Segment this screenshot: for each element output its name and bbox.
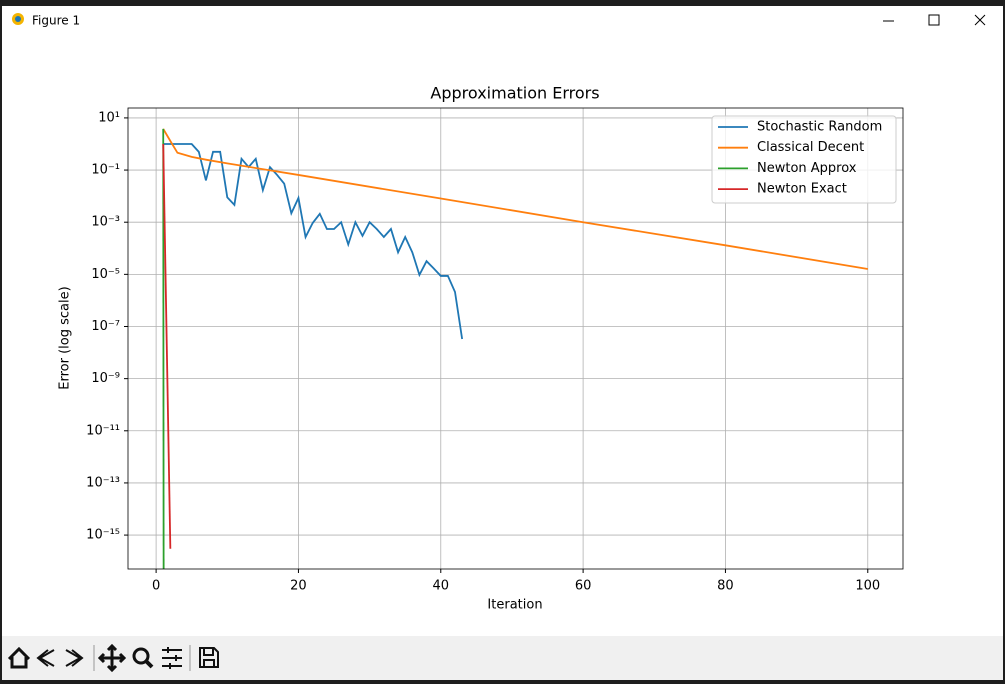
y-tick-label: 10⁻¹³ xyxy=(86,475,120,490)
x-tick-label: 0 xyxy=(152,579,160,594)
maximize-button[interactable] xyxy=(928,14,940,26)
y-tick-label: 10⁻¹ xyxy=(91,163,120,178)
series-line xyxy=(163,143,464,340)
title-bar xyxy=(2,6,1003,36)
y-axis-label: Error (log scale) xyxy=(58,286,73,389)
legend-label: Classical Decent xyxy=(757,140,864,155)
chart-title: Approximation Errors xyxy=(430,84,599,103)
x-tick-label: 100 xyxy=(855,579,880,594)
window-title: Figure 1 xyxy=(32,14,80,28)
x-tick-label: 20 xyxy=(290,579,307,594)
legend-label: Newton Exact xyxy=(757,182,847,197)
zoom-button[interactable] xyxy=(132,647,154,669)
save-button[interactable] xyxy=(199,647,219,668)
toolbar xyxy=(2,636,1003,680)
legend-box xyxy=(711,115,897,204)
y-tick-label: 10⁻³ xyxy=(91,215,120,230)
y-tick-label: 10¹ xyxy=(98,110,120,125)
forward-button[interactable] xyxy=(65,649,84,667)
x-axis-label: Iteration xyxy=(487,598,542,613)
series-line xyxy=(162,143,172,549)
configure-button[interactable] xyxy=(162,647,182,669)
y-tick-label: 10⁻⁷ xyxy=(91,319,120,334)
x-tick-label: 80 xyxy=(717,579,734,594)
close-button[interactable] xyxy=(974,14,986,26)
pan-button[interactable] xyxy=(97,643,127,673)
y-tick-label: 10⁻⁵ xyxy=(91,267,120,282)
legend-label: Newton Approx xyxy=(757,161,857,176)
y-tick-label: 10⁻¹⁵ xyxy=(86,528,120,543)
plot-frame xyxy=(127,107,904,570)
legend-label: Stochastic Random xyxy=(757,120,882,135)
series-line xyxy=(162,128,868,270)
x-tick-label: 60 xyxy=(575,579,592,594)
y-tick-label: 10⁻⁹ xyxy=(91,371,120,386)
x-tick-label: 40 xyxy=(433,579,450,594)
toolbar-icons xyxy=(7,643,219,673)
home-button[interactable] xyxy=(7,646,31,669)
y-tick-label: 10⁻¹¹ xyxy=(86,423,120,438)
back-button[interactable] xyxy=(36,649,55,667)
app-icon xyxy=(12,13,24,25)
